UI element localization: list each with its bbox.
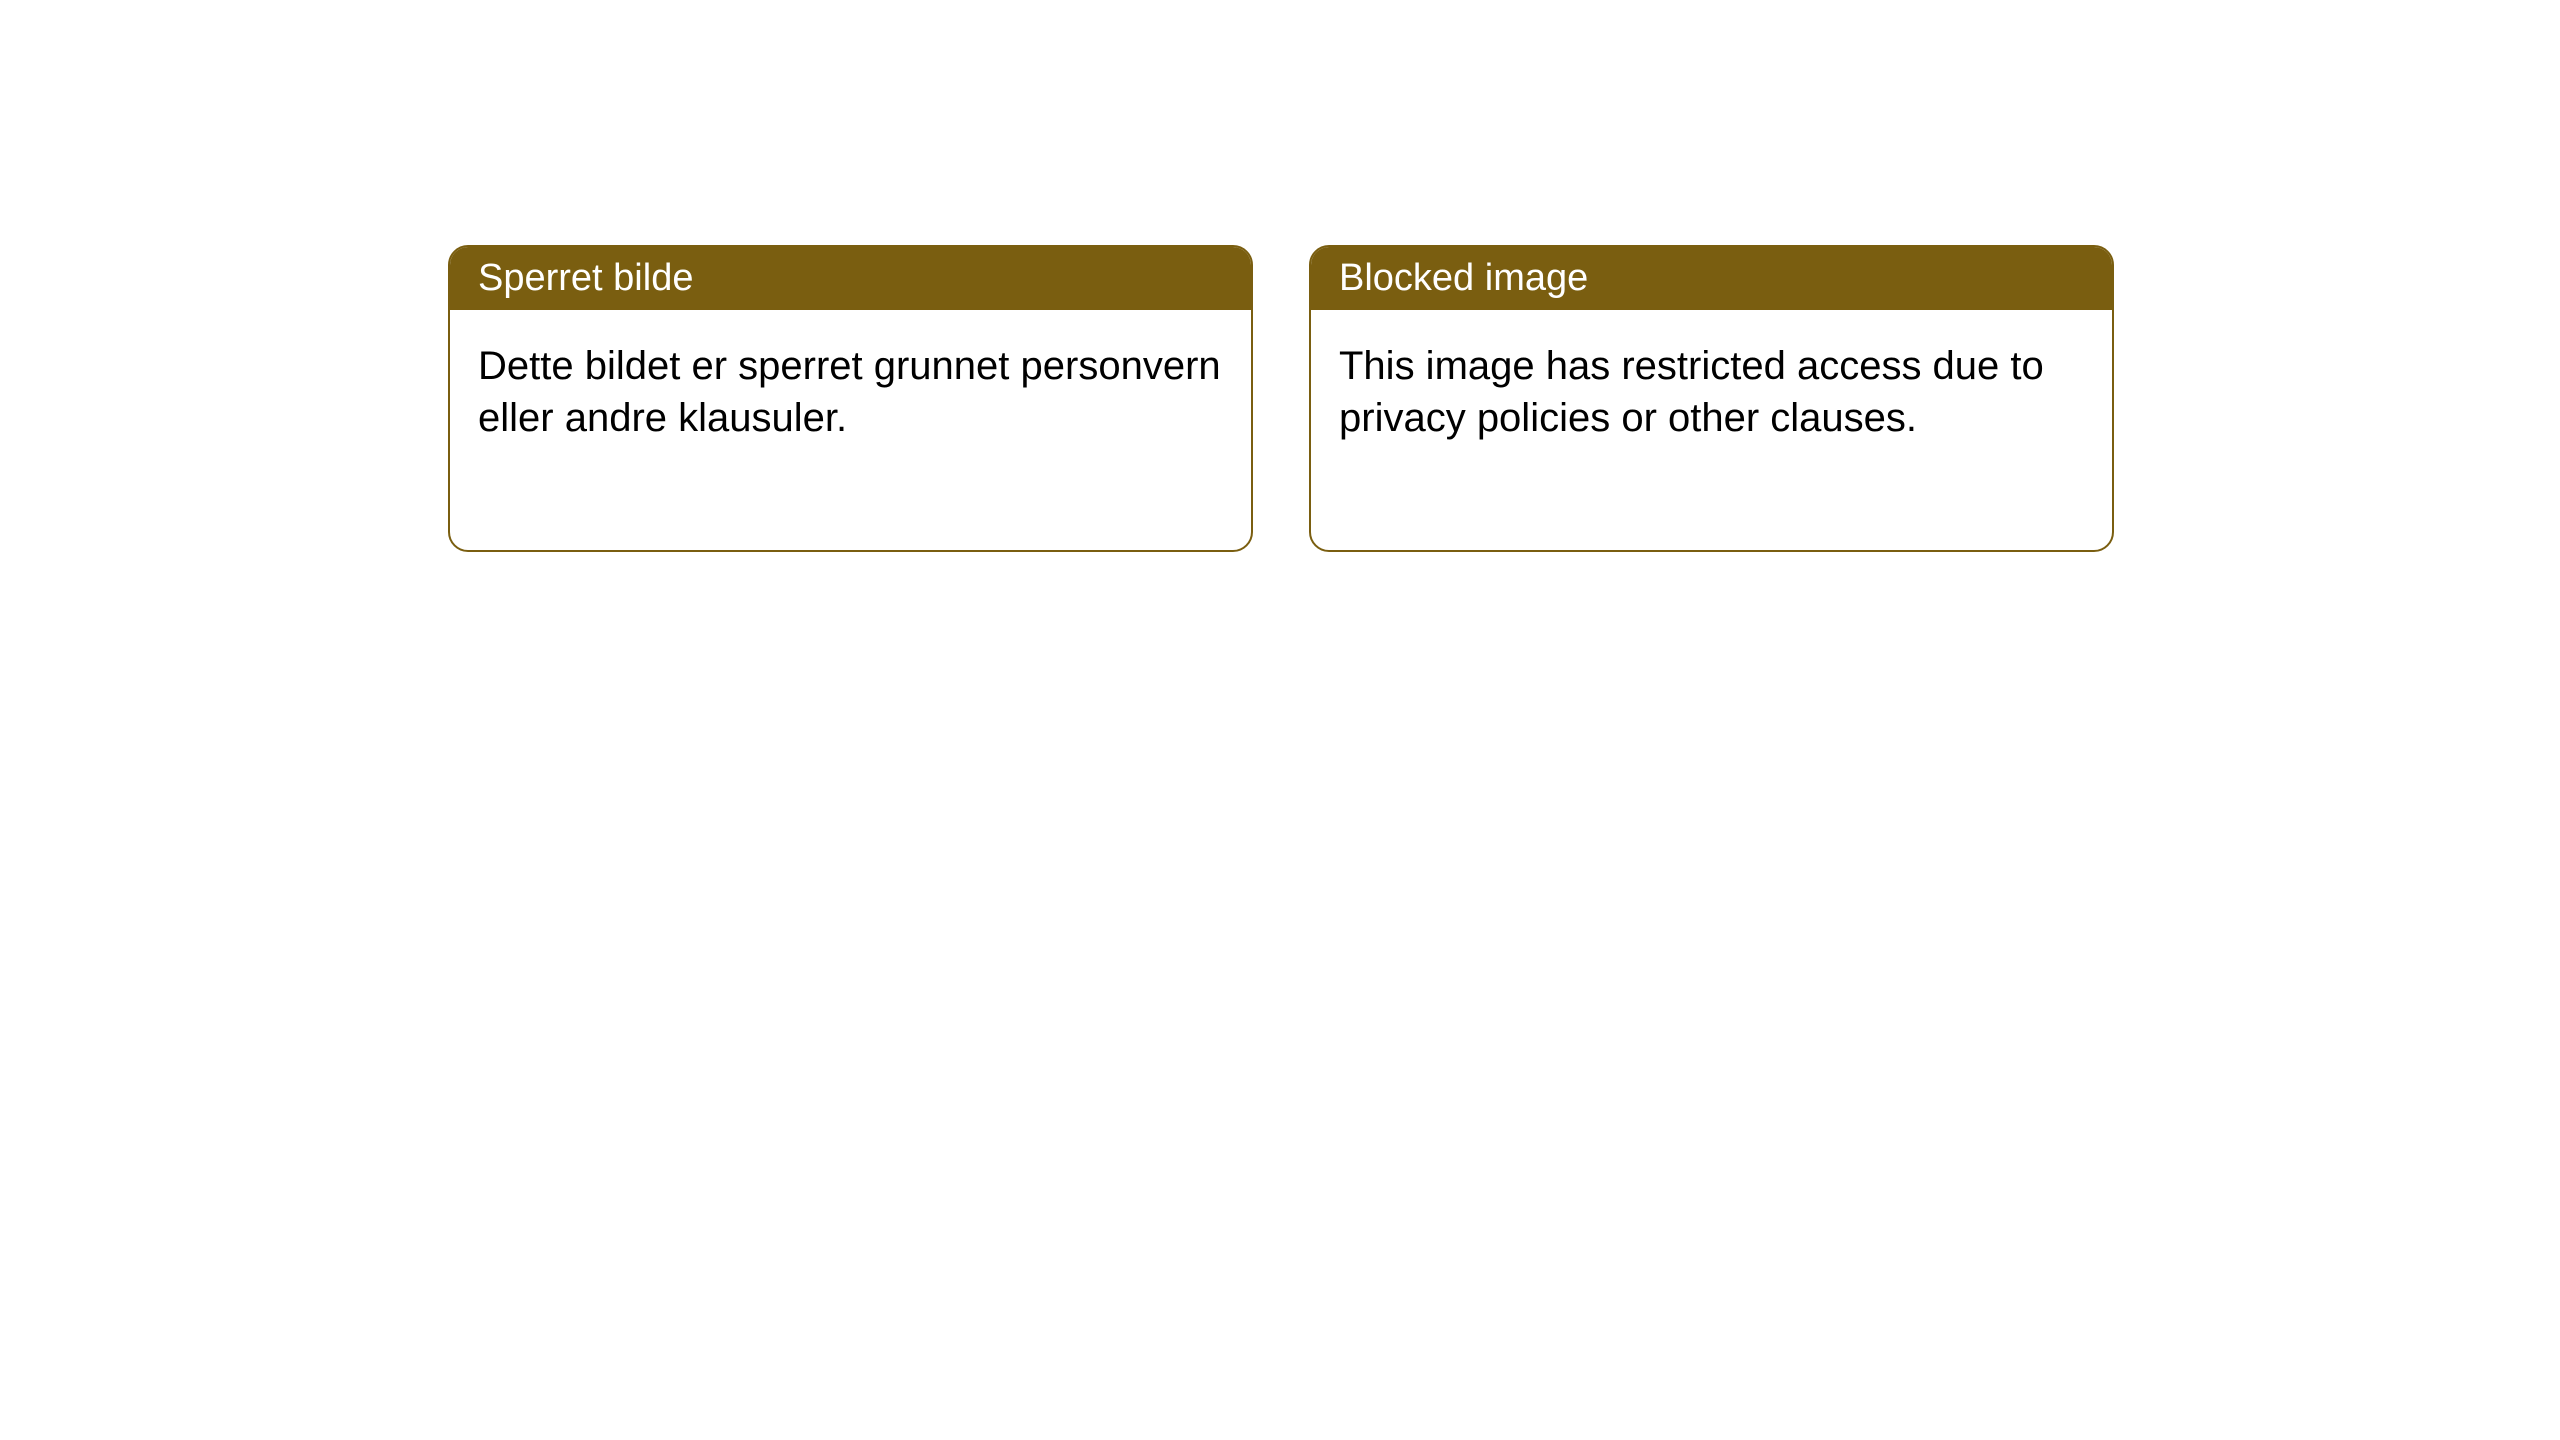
notice-card-norwegian: Sperret bilde Dette bildet er sperret gr…: [448, 245, 1253, 552]
notice-container: Sperret bilde Dette bildet er sperret gr…: [448, 245, 2114, 552]
notice-body-norwegian: Dette bildet er sperret grunnet personve…: [450, 310, 1251, 550]
notice-card-english: Blocked image This image has restricted …: [1309, 245, 2114, 552]
notice-body-english: This image has restricted access due to …: [1311, 310, 2112, 550]
notice-title-norwegian: Sperret bilde: [450, 247, 1251, 310]
notice-title-english: Blocked image: [1311, 247, 2112, 310]
